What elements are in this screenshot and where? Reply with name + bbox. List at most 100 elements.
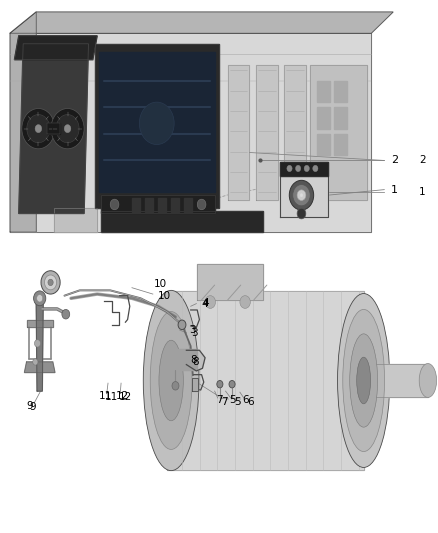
Circle shape	[229, 381, 235, 388]
Circle shape	[34, 291, 46, 306]
Circle shape	[172, 382, 179, 390]
Polygon shape	[364, 364, 428, 398]
Circle shape	[139, 102, 174, 144]
Text: 7: 7	[215, 395, 223, 405]
Text: 1: 1	[391, 184, 398, 195]
Circle shape	[197, 199, 206, 210]
Circle shape	[313, 165, 318, 172]
Circle shape	[217, 381, 223, 388]
Circle shape	[37, 295, 43, 302]
Polygon shape	[184, 198, 192, 212]
Text: 12: 12	[119, 392, 132, 402]
Polygon shape	[186, 350, 205, 371]
Text: 6: 6	[247, 397, 254, 407]
Polygon shape	[10, 12, 393, 33]
Polygon shape	[27, 319, 53, 327]
Circle shape	[56, 115, 79, 143]
Text: 4: 4	[202, 297, 209, 308]
Polygon shape	[95, 44, 219, 208]
Circle shape	[62, 310, 70, 319]
Circle shape	[110, 199, 119, 210]
Polygon shape	[280, 162, 328, 176]
Polygon shape	[284, 65, 306, 200]
Polygon shape	[317, 81, 330, 102]
Ellipse shape	[357, 357, 371, 404]
Polygon shape	[53, 208, 97, 232]
Polygon shape	[10, 12, 36, 232]
Circle shape	[35, 340, 41, 347]
Circle shape	[27, 115, 50, 143]
Text: 8: 8	[192, 357, 199, 367]
Circle shape	[304, 165, 309, 172]
Circle shape	[51, 109, 84, 149]
Polygon shape	[132, 198, 140, 212]
Polygon shape	[19, 44, 88, 214]
Circle shape	[289, 180, 314, 210]
Ellipse shape	[343, 310, 385, 451]
Polygon shape	[102, 195, 215, 214]
Circle shape	[48, 279, 53, 286]
Circle shape	[178, 320, 186, 329]
Polygon shape	[192, 378, 198, 391]
Polygon shape	[167, 292, 364, 470]
Circle shape	[41, 271, 60, 294]
Polygon shape	[10, 33, 371, 232]
Ellipse shape	[350, 334, 378, 427]
Circle shape	[297, 208, 306, 219]
Polygon shape	[197, 264, 262, 300]
Text: 1: 1	[419, 187, 426, 197]
Polygon shape	[334, 108, 347, 128]
Circle shape	[22, 109, 55, 149]
Polygon shape	[102, 211, 262, 232]
Text: 11: 11	[99, 391, 112, 401]
Text: 2: 2	[391, 156, 398, 165]
Polygon shape	[317, 108, 330, 128]
Polygon shape	[36, 301, 43, 391]
Polygon shape	[14, 36, 97, 60]
Circle shape	[296, 165, 301, 172]
Ellipse shape	[419, 364, 437, 398]
Circle shape	[287, 165, 292, 172]
Text: 9: 9	[26, 401, 33, 411]
Ellipse shape	[338, 294, 390, 467]
Text: 5: 5	[229, 395, 235, 405]
Circle shape	[45, 275, 57, 290]
Text: 3: 3	[191, 328, 198, 338]
Polygon shape	[171, 198, 179, 212]
Polygon shape	[25, 362, 55, 373]
Text: 10: 10	[154, 279, 167, 289]
Text: 5: 5	[234, 397, 241, 407]
Circle shape	[300, 193, 303, 197]
Circle shape	[35, 125, 42, 133]
Circle shape	[33, 359, 38, 365]
Text: 3: 3	[189, 325, 196, 335]
Polygon shape	[311, 65, 367, 200]
Text: 2: 2	[419, 156, 426, 165]
Text: 8: 8	[190, 356, 197, 365]
Polygon shape	[158, 198, 166, 212]
Polygon shape	[145, 198, 153, 212]
Text: 9: 9	[30, 402, 36, 412]
Ellipse shape	[143, 290, 199, 471]
Circle shape	[297, 190, 306, 200]
Polygon shape	[171, 349, 197, 370]
Text: 6: 6	[242, 395, 248, 405]
Text: 7: 7	[221, 397, 228, 407]
Circle shape	[205, 296, 215, 309]
Text: 10: 10	[158, 290, 171, 301]
Polygon shape	[47, 123, 60, 134]
Polygon shape	[256, 65, 278, 200]
Polygon shape	[334, 81, 347, 102]
Text: 11: 11	[105, 392, 118, 402]
Polygon shape	[317, 134, 330, 155]
Polygon shape	[99, 52, 215, 192]
Circle shape	[64, 125, 71, 133]
Text: 4: 4	[201, 298, 208, 309]
Polygon shape	[228, 65, 250, 200]
Text: 12: 12	[116, 391, 129, 401]
Polygon shape	[280, 162, 328, 217]
Ellipse shape	[150, 312, 192, 449]
Polygon shape	[334, 134, 347, 155]
Ellipse shape	[159, 340, 184, 421]
Circle shape	[240, 296, 251, 309]
